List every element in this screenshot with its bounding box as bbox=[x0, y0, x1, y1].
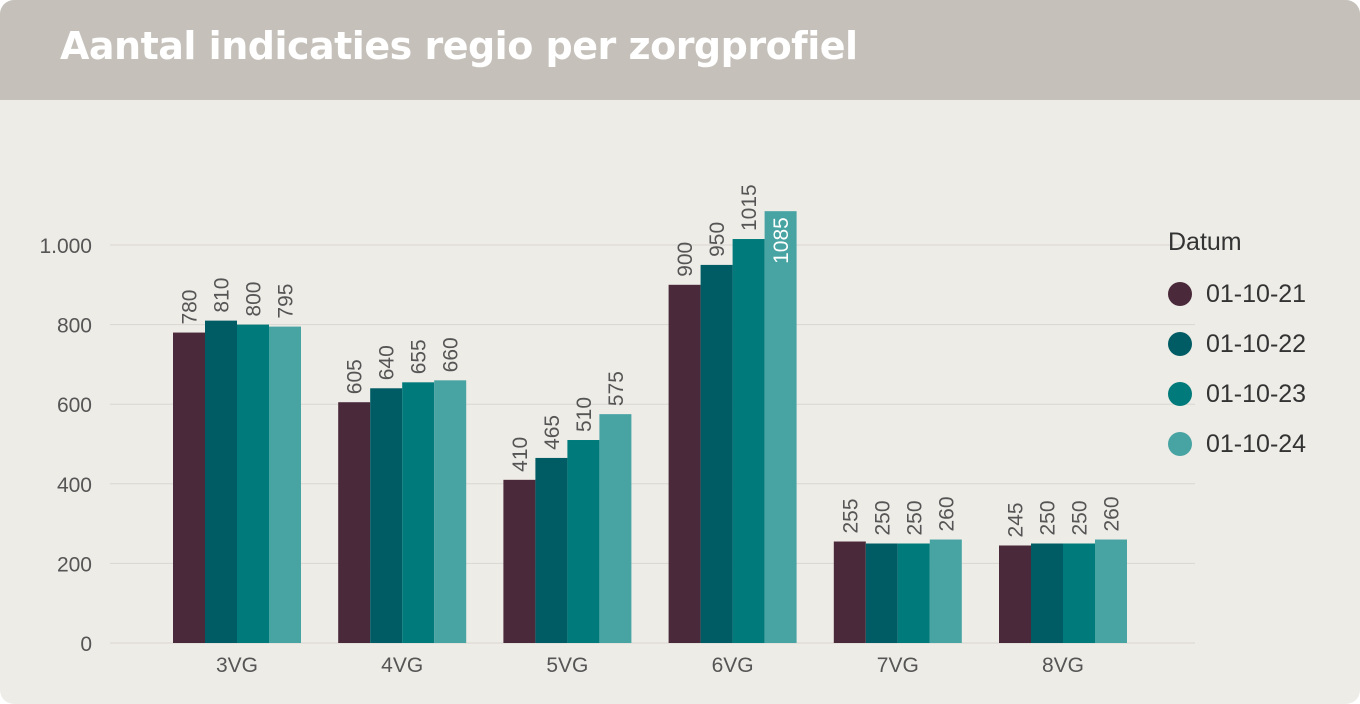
bar-4VG-01-10-21 bbox=[338, 402, 371, 643]
data-label: 1085 bbox=[770, 217, 793, 264]
legend-item: 01-10-21 bbox=[1168, 269, 1306, 319]
legend-label: 01-10-23 bbox=[1206, 379, 1307, 408]
legend-label: 01-10-21 bbox=[1206, 279, 1307, 308]
legend-item: 01-10-24 bbox=[1168, 419, 1306, 469]
bar-7VG-01-10-24 bbox=[929, 539, 962, 643]
data-label: 465 bbox=[541, 415, 564, 450]
bar-4VG-01-10-24 bbox=[434, 380, 467, 643]
bar-7VG-01-10-22 bbox=[865, 543, 898, 643]
header-bar: Aantal indicaties regio per zorgprofiel bbox=[0, 0, 1360, 100]
bar-6VG-01-10-23 bbox=[732, 239, 765, 643]
legend-label: 01-10-24 bbox=[1206, 429, 1307, 458]
data-label: 260 bbox=[935, 496, 958, 531]
y-tick-label: 800 bbox=[57, 315, 92, 338]
bar-8VG-01-10-24 bbox=[1095, 539, 1127, 643]
data-label: 260 bbox=[1101, 496, 1124, 531]
bar-3VG-01-10-21 bbox=[173, 332, 205, 643]
data-label: 780 bbox=[179, 290, 202, 325]
bar-7VG-01-10-23 bbox=[897, 543, 930, 643]
data-label: 810 bbox=[211, 278, 234, 313]
bar-7VG-01-10-21 bbox=[833, 541, 866, 643]
bar-4VG-01-10-22 bbox=[370, 388, 403, 643]
data-label: 640 bbox=[376, 345, 399, 380]
legend-label: 01-10-22 bbox=[1206, 329, 1307, 358]
bar-4VG-01-10-23 bbox=[402, 382, 435, 643]
legend-marker bbox=[1168, 382, 1192, 406]
data-labels: 780 810 800 795 605 640 655 660 410 465 510 575 900 9… bbox=[179, 184, 1124, 537]
data-label: 250 bbox=[1037, 500, 1060, 535]
data-label: 410 bbox=[509, 437, 532, 472]
data-label: 575 bbox=[605, 371, 628, 406]
legend-title: Datum bbox=[1168, 228, 1242, 256]
x-tick-label: 7VG bbox=[877, 654, 919, 677]
y-tick-label: 200 bbox=[57, 553, 92, 576]
data-label: 250 bbox=[903, 500, 926, 535]
bar-8VG-01-10-22 bbox=[1031, 543, 1063, 643]
data-label: 605 bbox=[344, 359, 367, 394]
bars bbox=[173, 211, 1127, 644]
x-tick-label: 5VG bbox=[546, 654, 588, 677]
bar-5VG-01-10-24 bbox=[599, 414, 632, 643]
legend-marker bbox=[1168, 332, 1192, 356]
legend-item: 01-10-23 bbox=[1168, 369, 1306, 419]
bar-5VG-01-10-23 bbox=[567, 440, 600, 643]
bar-6VG-01-10-21 bbox=[668, 284, 701, 643]
legend-marker bbox=[1168, 432, 1192, 456]
x-tick-label: 3VG bbox=[216, 654, 258, 677]
data-label: 900 bbox=[674, 242, 697, 277]
chart-title: Aantal indicaties regio per zorgprofiel bbox=[60, 24, 858, 68]
y-tick-label: 1.000 bbox=[39, 235, 92, 258]
legend-marker bbox=[1168, 282, 1192, 306]
bar-3VG-01-10-24 bbox=[269, 326, 301, 643]
x-tick-label: 4VG bbox=[381, 654, 423, 677]
data-label: 795 bbox=[275, 284, 298, 319]
bar-6VG-01-10-24 bbox=[764, 211, 797, 644]
data-label: 800 bbox=[243, 282, 266, 317]
bar-5VG-01-10-21 bbox=[503, 479, 536, 643]
bar-8VG-01-10-21 bbox=[999, 545, 1031, 643]
data-label: 655 bbox=[408, 339, 431, 374]
data-label: 250 bbox=[1069, 500, 1092, 535]
y-tick-label: 400 bbox=[57, 474, 92, 497]
data-label: 250 bbox=[871, 500, 894, 535]
y-axis-ticks: 0 200 400 600 800 1.000 bbox=[39, 235, 92, 656]
x-tick-label: 8VG bbox=[1042, 654, 1084, 677]
data-label: 255 bbox=[839, 498, 862, 533]
data-label: 1015 bbox=[738, 184, 761, 231]
y-tick-label: 0 bbox=[80, 633, 92, 656]
bar-3VG-01-10-22 bbox=[205, 320, 237, 643]
x-tick-label: 6VG bbox=[712, 654, 754, 677]
data-label: 245 bbox=[1005, 502, 1028, 537]
data-label: 660 bbox=[440, 337, 463, 372]
data-label: 510 bbox=[573, 397, 596, 432]
legend: Datum 01-10-21 01-10-22 01-10-23 01-10-24 bbox=[1168, 228, 1306, 469]
bar-5VG-01-10-22 bbox=[535, 457, 568, 643]
y-tick-label: 600 bbox=[57, 394, 92, 417]
bar-3VG-01-10-23 bbox=[237, 324, 269, 643]
bar-8VG-01-10-23 bbox=[1063, 543, 1095, 643]
bar-6VG-01-10-22 bbox=[700, 264, 733, 643]
x-axis-ticks: 3VG 4VG 5VG 6VG 7VG 8VG bbox=[216, 654, 1084, 677]
data-label: 950 bbox=[706, 222, 729, 257]
legend-item: 01-10-22 bbox=[1168, 319, 1306, 369]
